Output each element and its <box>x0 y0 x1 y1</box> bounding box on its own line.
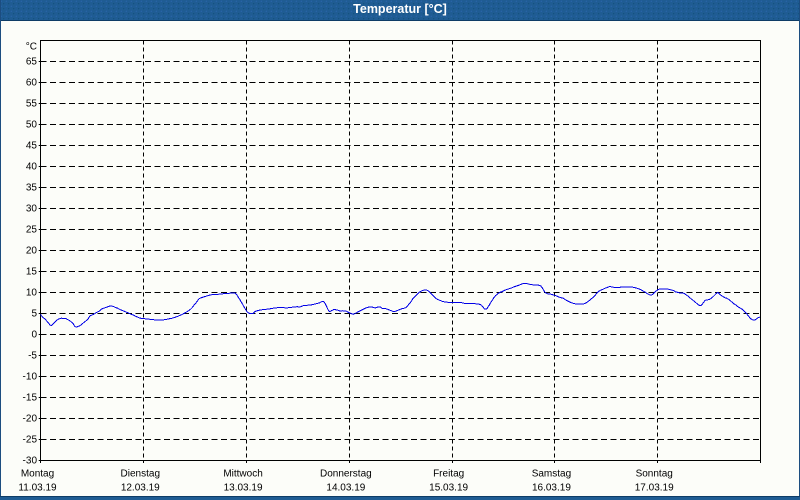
svg-text:°C: °C <box>26 42 37 53</box>
svg-text:25: 25 <box>26 225 38 236</box>
svg-text:17.03.19: 17.03.19 <box>635 483 674 494</box>
svg-text:Montag: Montag <box>21 469 54 480</box>
svg-text:11.03.19: 11.03.19 <box>18 483 57 494</box>
svg-text:-10: -10 <box>23 372 38 383</box>
svg-text:60: 60 <box>26 78 38 89</box>
svg-text:-5: -5 <box>28 351 37 362</box>
svg-text:Donnerstag: Donnerstag <box>320 469 372 480</box>
svg-text:5: 5 <box>31 309 37 320</box>
svg-text:-15: -15 <box>23 393 38 404</box>
svg-text:40: 40 <box>26 162 38 173</box>
svg-text:20: 20 <box>26 246 38 257</box>
svg-text:50: 50 <box>26 120 38 131</box>
svg-text:55: 55 <box>26 99 38 110</box>
svg-text:Dienstag: Dienstag <box>121 469 160 480</box>
svg-text:45: 45 <box>26 141 38 152</box>
svg-text:-25: -25 <box>23 435 38 446</box>
svg-text:15.03.19: 15.03.19 <box>429 483 468 494</box>
svg-text:Samstag: Samstag <box>532 469 571 480</box>
svg-text:Freitag: Freitag <box>433 469 464 480</box>
svg-text:35: 35 <box>26 183 38 194</box>
svg-text:14.03.19: 14.03.19 <box>326 483 365 494</box>
svg-text:Mittwoch: Mittwoch <box>223 469 262 480</box>
svg-text:10: 10 <box>26 288 38 299</box>
svg-text:Sonntag: Sonntag <box>636 469 673 480</box>
svg-text:-20: -20 <box>23 414 38 425</box>
svg-text:30: 30 <box>26 204 38 215</box>
svg-text:12.03.19: 12.03.19 <box>121 483 160 494</box>
svg-text:0: 0 <box>31 330 37 341</box>
svg-text:13.03.19: 13.03.19 <box>224 483 263 494</box>
svg-text:15: 15 <box>26 267 38 278</box>
svg-text:16.03.19: 16.03.19 <box>532 483 571 494</box>
svg-text:65: 65 <box>26 57 38 68</box>
svg-text:-30: -30 <box>23 456 38 467</box>
